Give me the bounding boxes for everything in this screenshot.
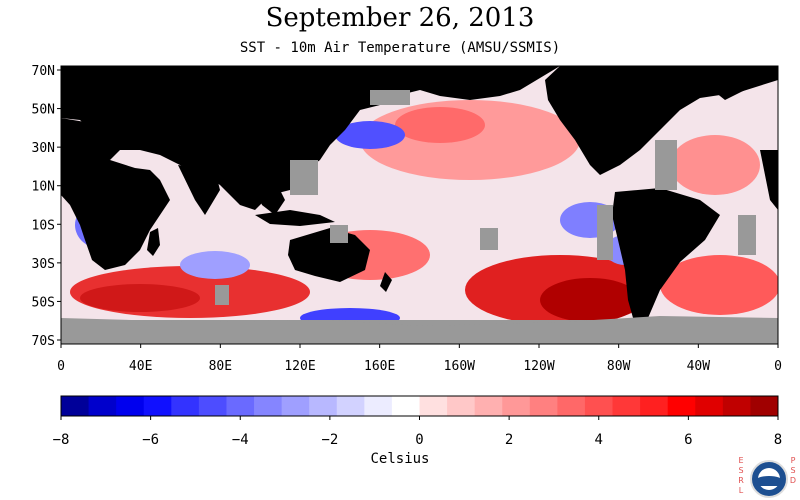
map-frame	[60, 65, 779, 345]
land-eurasia	[61, 66, 560, 210]
colorbar-swatch	[557, 396, 586, 416]
colorbar-swatch	[502, 396, 531, 416]
missing-east-pacific-strip	[597, 205, 613, 260]
colorbar	[60, 395, 779, 417]
cool-anomaly-indian-ocean	[180, 251, 250, 279]
colorbar-tick-label: −6	[142, 432, 159, 448]
land-new-zealand	[380, 272, 392, 292]
colorbar-tick-label: 2	[505, 432, 513, 448]
colorbar-tick-label: 8	[774, 432, 782, 448]
missing-arctic-patch	[370, 90, 410, 105]
missing-southern-indian-patch	[215, 285, 229, 305]
colorbar-swatch	[336, 396, 365, 416]
colorbar-swatch	[254, 396, 283, 416]
lat-tick-label: 10N	[32, 180, 55, 195]
colorbar-swatch	[364, 396, 393, 416]
lat-tick-label: 50S	[32, 295, 55, 310]
lon-tick-label: 160E	[364, 359, 395, 374]
land-south-america	[612, 188, 720, 325]
land-india	[178, 165, 220, 215]
missing-south-atlantic-patch	[738, 215, 756, 255]
colorbar-swatch	[198, 396, 227, 416]
land-masses	[61, 66, 778, 325]
lon-tick-label: 80E	[209, 359, 232, 374]
missing-north-atlantic-patch	[655, 140, 677, 190]
missing-antarctica-edge	[61, 316, 778, 326]
lon-tick-label: 120W	[523, 359, 554, 374]
colorbar-swatch	[143, 396, 172, 416]
missing-west-pacific-patch	[330, 225, 348, 243]
warm-anomaly-north-atlantic	[670, 135, 760, 195]
land-greenland	[700, 66, 760, 100]
colorbar-tick-label: −2	[321, 432, 338, 448]
missing-indonesia-patch	[290, 160, 318, 195]
missing-central-pacific-patch	[480, 228, 498, 250]
lon-tick-label: 40W	[687, 359, 711, 374]
lon-tick-label: 160W	[444, 359, 475, 374]
lat-tick-label: 70N	[32, 64, 55, 79]
colorbar-swatch	[88, 396, 117, 416]
colorbar-ticks: −8 −6 −4 −2 0 2 4 6 8	[53, 416, 782, 448]
colorbar-swatch	[750, 396, 779, 416]
warm-anomaly-north-pacific-core	[395, 107, 485, 143]
lat-tick-label: 10S	[32, 218, 55, 233]
colorbar-swatch	[309, 396, 338, 416]
lat-tick-label: 70S	[32, 334, 55, 349]
land-japan	[330, 110, 355, 138]
cool-anomaly-kuroshio	[335, 121, 405, 149]
colorbar-swatch	[447, 396, 476, 416]
colorbar-tick-label: 0	[415, 432, 423, 448]
colorbar-swatch	[226, 396, 255, 416]
colorbar-swatch	[640, 396, 669, 416]
colorbar-swatch	[584, 396, 614, 416]
missing-data	[61, 90, 778, 344]
lon-tick-label: 40E	[129, 359, 152, 374]
latitude-axis: 70N 50N 30N 10N 10S 30S 50S 70S	[32, 64, 61, 349]
land-australia	[288, 228, 370, 282]
lat-tick-label: 30S	[32, 257, 55, 272]
colorbar-swatch	[61, 396, 90, 416]
colorbar-swatch	[391, 396, 420, 416]
map-title: September 26, 2013	[265, 3, 535, 33]
lon-tick-label: 0	[57, 359, 65, 374]
land-west-africa-edge	[760, 150, 778, 210]
lon-tick-label: 120E	[284, 359, 315, 374]
colorbar-title: Celsius	[370, 451, 430, 467]
colorbar-tick-label: −4	[232, 432, 249, 448]
land-madagascar	[147, 228, 160, 256]
colorbar-swatch	[474, 396, 503, 416]
colorbar-swatch	[116, 396, 145, 416]
colorbar-swatch	[722, 396, 751, 416]
noaa-emblem-icon	[750, 460, 788, 498]
lat-tick-label: 30N	[32, 141, 55, 156]
colorbar-tick-label: −8	[53, 432, 70, 448]
map-panel	[61, 66, 778, 344]
colorbar-swatch	[171, 396, 200, 416]
colorbar-swatch	[529, 396, 558, 416]
lon-tick-label: 0	[774, 359, 782, 374]
colorbar-swatch	[612, 396, 641, 416]
colorbar-tick-label: 4	[595, 432, 603, 448]
lat-tick-label: 50N	[32, 103, 55, 118]
noaa-bird-icon	[755, 476, 783, 486]
warm-anomaly-south-pacific-core	[540, 278, 640, 322]
warm-anomaly-southern-indian-core	[80, 284, 200, 312]
colorbar-tick-label: 6	[684, 432, 692, 448]
colorbar-swatch	[281, 396, 310, 416]
colorbar-swatch	[419, 396, 448, 416]
land-southeast-asia	[250, 175, 285, 215]
colorbar-swatch	[667, 396, 696, 416]
colorbar-swatch	[695, 396, 724, 416]
lon-tick-label: 80W	[607, 359, 631, 374]
land-africa	[61, 118, 170, 270]
warm-anomaly-south-atlantic	[660, 255, 778, 315]
land-indonesia	[255, 210, 335, 226]
map-subtitle: SST - 10m Air Temperature (AMSU/SSMIS)	[239, 40, 561, 56]
longitude-axis: 0 40E 80E 120E 160E 160W 120W 80W 40W 0	[57, 344, 782, 374]
